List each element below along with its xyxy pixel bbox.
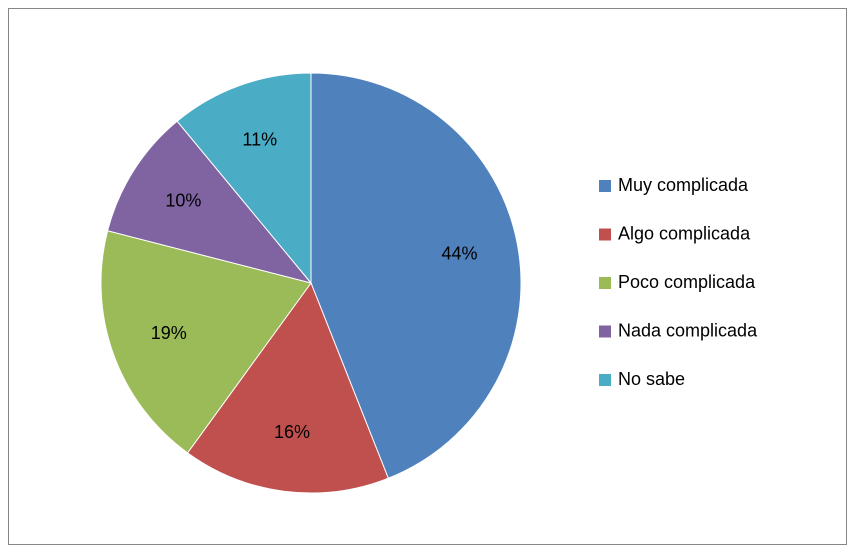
legend-swatch — [599, 325, 611, 338]
data-label: 11% — [242, 129, 277, 149]
legend-label: Nada complicada — [618, 320, 758, 340]
legend-swatch — [599, 228, 611, 241]
pie-slice — [310, 72, 522, 479]
pie-slice — [186, 281, 389, 494]
legend-label: No sabe — [618, 369, 685, 389]
legend-label: Muy complicada — [618, 175, 749, 195]
data-label: 19% — [151, 323, 187, 343]
legend-swatch — [599, 180, 611, 192]
legend-swatch — [599, 374, 611, 386]
legend-swatch — [599, 277, 611, 289]
data-label: 16% — [274, 422, 310, 442]
legend-label: Algo complicada — [618, 223, 751, 243]
pie-slice — [100, 230, 312, 454]
legend-label: Poco complicada — [618, 272, 756, 292]
data-label: 10% — [165, 191, 201, 211]
pie-slice — [106, 120, 313, 284]
pie-slice — [176, 72, 312, 285]
data-label: 44% — [442, 243, 478, 263]
